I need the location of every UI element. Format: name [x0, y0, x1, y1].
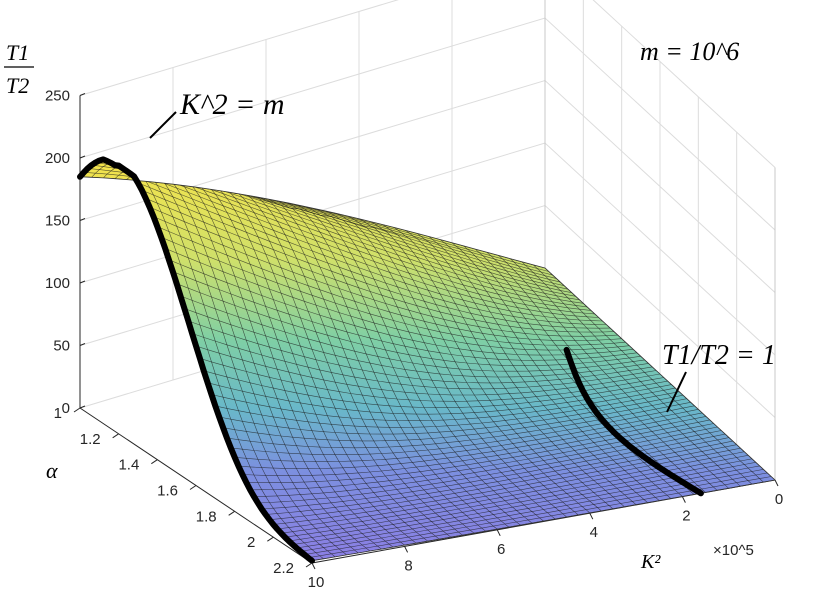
- z-tick-label: 150: [45, 213, 70, 230]
- alpha-tick: [228, 510, 235, 516]
- surface-fill: [80, 159, 775, 561]
- k2-axis-label: K²: [640, 551, 661, 573]
- k2-tick: [589, 512, 594, 520]
- ridge-annotation: K^2 = m: [179, 88, 285, 121]
- k2-tick: [311, 562, 316, 570]
- alpha-tick-label: 2.2: [273, 560, 294, 577]
- z-axis-label: T1 T2: [4, 40, 34, 98]
- z-axis: 0 50 100 150 200 250: [45, 88, 86, 417]
- m-annotation: m = 10^6: [640, 37, 739, 66]
- k2-tick-label: 10: [308, 574, 325, 591]
- k2-tick-label: 2: [682, 508, 690, 525]
- z-tick-label: 0: [62, 400, 70, 417]
- k2-tick: [681, 496, 686, 503]
- alpha-tick-label: 1: [54, 405, 62, 422]
- k2-tick: [496, 529, 501, 537]
- alpha-tick-label: 1.2: [80, 431, 101, 448]
- k2-axis: 0 2 4 6 8 10: [308, 479, 783, 591]
- alpha-tick-label: 1.4: [118, 457, 139, 474]
- k2-tick-label: 4: [590, 524, 598, 541]
- alpha-tick: [267, 536, 274, 542]
- alpha-tick-label: 1.8: [196, 508, 217, 525]
- ridge-leader: [149, 111, 177, 139]
- z-label-num: T1: [6, 40, 29, 65]
- alpha-tick: [305, 562, 313, 568]
- z-tick: [79, 343, 86, 346]
- z-tick: [79, 93, 86, 96]
- alpha-tick: [151, 459, 158, 465]
- alpha-axis-label: α: [46, 458, 58, 483]
- z-tick: [79, 218, 86, 221]
- alpha-tick: [189, 485, 197, 490]
- unity-curve: [563, 346, 704, 497]
- z-tick: [79, 405, 86, 409]
- k2-tick: [774, 479, 779, 487]
- alpha-tick: [112, 433, 119, 439]
- alpha-axis: 1 1.2 1.4 1.6 1.8 2 2.2: [54, 405, 313, 577]
- alpha-tick: [73, 407, 81, 413]
- z-tick: [79, 280, 86, 284]
- z-tick-label: 50: [53, 338, 70, 355]
- k2-tick-label: 6: [497, 541, 505, 558]
- z-tick-label: 100: [45, 275, 70, 292]
- axes-grid: [79, 0, 776, 564]
- z-tick-label: 200: [45, 150, 70, 167]
- z-tick: [79, 155, 86, 159]
- ridge-curve: [77, 156, 315, 564]
- k2-tick-label: 0: [775, 491, 783, 508]
- alpha-tick-label: 2: [247, 534, 255, 551]
- z-label-den: T2: [6, 73, 29, 98]
- unity-leader: [666, 371, 687, 413]
- z-tick-label: 250: [45, 88, 70, 105]
- k2-exponent: ×10^5: [713, 542, 754, 559]
- k2-tick: [404, 546, 409, 553]
- alpha-tick-label: 1.6: [157, 483, 178, 500]
- unity-annotation: T1/T2 = 1: [662, 340, 776, 371]
- k2-tick-label: 8: [404, 557, 412, 574]
